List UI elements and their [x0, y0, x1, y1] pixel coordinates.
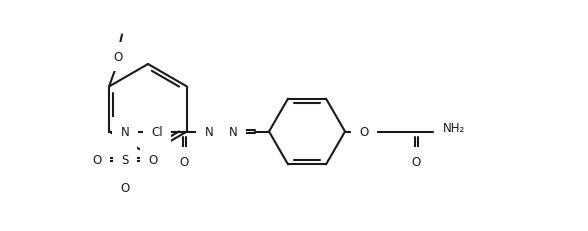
Text: O: O	[148, 153, 158, 166]
Text: O: O	[113, 51, 123, 64]
Text: O: O	[92, 153, 102, 166]
Text: N: N	[205, 125, 213, 138]
Text: O: O	[121, 181, 129, 194]
Text: Cl: Cl	[151, 125, 163, 138]
Text: NH₂: NH₂	[443, 122, 465, 134]
Text: O: O	[179, 155, 189, 168]
Text: N: N	[229, 125, 238, 138]
Text: N: N	[121, 125, 129, 138]
Text: O: O	[359, 125, 369, 138]
Text: S: S	[121, 153, 129, 166]
Text: O: O	[412, 155, 420, 168]
Text: H: H	[205, 121, 213, 131]
